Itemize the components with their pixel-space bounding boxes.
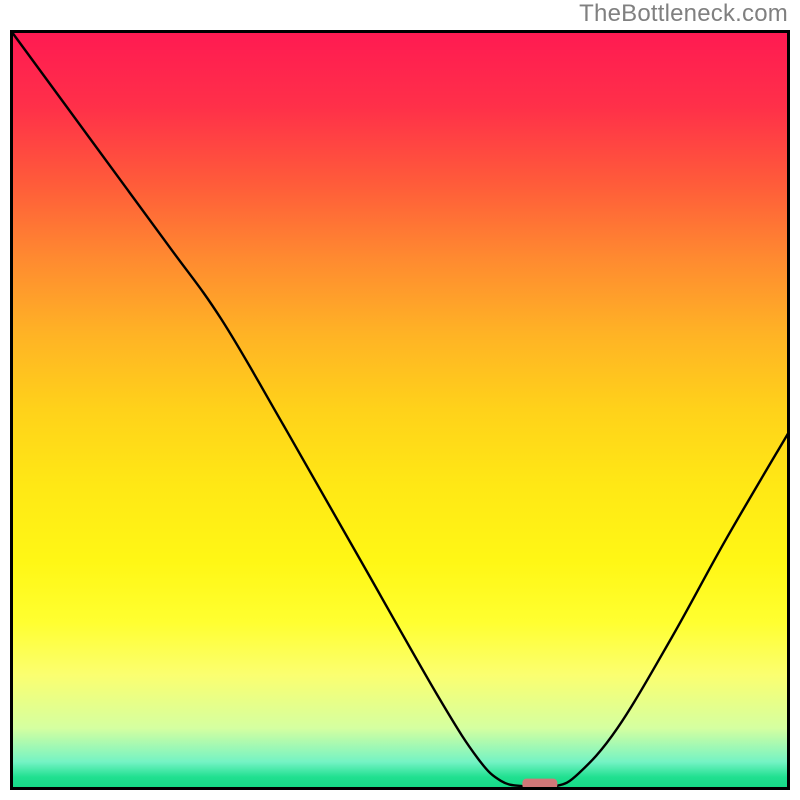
bottleneck-chart <box>10 30 790 790</box>
watermark-text: TheBottleneck.com <box>579 0 788 28</box>
chart-background <box>12 32 789 789</box>
chart-container: TheBottleneck.com <box>0 0 800 800</box>
